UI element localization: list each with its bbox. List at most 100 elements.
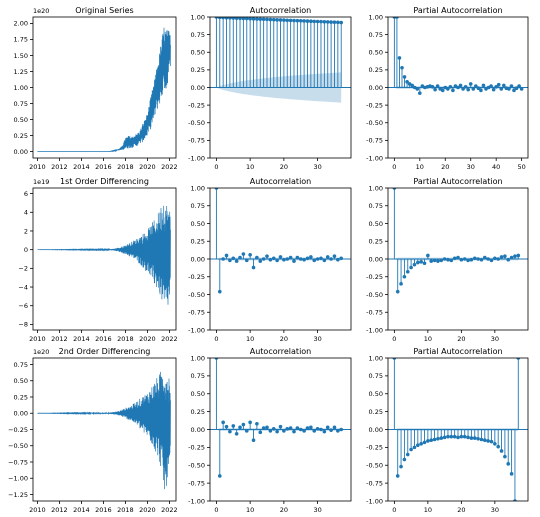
- stem-marker: [519, 87, 524, 91]
- stem-marker: [482, 438, 487, 443]
- y-tick-label: -0.50: [366, 291, 383, 299]
- y-tick-label: -1.00: [188, 326, 205, 334]
- stem-marker: [302, 257, 306, 262]
- stem-marker: [493, 256, 497, 261]
- stem-marker: [489, 84, 493, 88]
- stem-marker: [285, 426, 290, 431]
- x-tick-label: 2020: [139, 163, 156, 171]
- stem-marker: [312, 19, 317, 24]
- y-tick-label: 0.00: [191, 84, 205, 92]
- y-tick-label: -0.75: [366, 479, 383, 487]
- stem-marker: [332, 425, 337, 430]
- stem-marker: [268, 429, 273, 433]
- stem-marker: [476, 436, 480, 441]
- stem-marker: [429, 259, 434, 263]
- y-tick-label: 0.25: [369, 408, 383, 416]
- stem-marker: [241, 252, 246, 256]
- x-tick-label: 2016: [95, 163, 112, 171]
- x-tick-label: 30: [491, 506, 499, 514]
- y-tick-label: -1.00: [366, 154, 383, 162]
- y-tick-label: −1.25: [8, 491, 28, 499]
- subplot-title: Autocorrelation: [250, 177, 312, 186]
- stem-marker: [282, 18, 286, 22]
- stem-marker: [255, 17, 259, 21]
- y-tick-label: 0.00: [191, 255, 205, 263]
- x-tick-label: 2022: [161, 506, 178, 514]
- stem-marker: [395, 474, 400, 478]
- stem-marker: [493, 442, 497, 446]
- stem-marker: [496, 444, 500, 449]
- stem-marker: [241, 422, 246, 427]
- plot-area: [37, 371, 171, 490]
- stem-marker: [271, 256, 276, 261]
- stem-marker: [322, 258, 327, 263]
- stem-marker: [433, 87, 437, 92]
- stem-marker: [305, 426, 310, 430]
- stem-marker: [298, 427, 303, 432]
- x-tick-label: 0: [392, 163, 396, 171]
- y-tick-label: 0.25: [191, 66, 205, 74]
- subplot-8: Autocorrelation 0 10 20 30 -1.00 -0.75 -0.50 -0.…: [188, 347, 352, 514]
- y-tick-label: -0.50: [188, 291, 205, 299]
- stem-marker: [285, 257, 290, 261]
- stem-marker: [288, 426, 293, 430]
- stem-marker: [442, 435, 447, 440]
- y-tick-label: −1.00: [8, 475, 28, 483]
- stem-marker: [412, 445, 417, 450]
- x-tick-label: 2010: [29, 163, 46, 171]
- stem-marker: [261, 257, 266, 261]
- y-tick-label: 0: [24, 246, 28, 254]
- stem-marker: [462, 257, 467, 261]
- series-line: [37, 27, 171, 153]
- x-tick-label: 0: [392, 335, 396, 343]
- stem-marker: [282, 257, 286, 262]
- y-tick-label: 0.00: [369, 84, 383, 92]
- subplot-title: Autocorrelation: [250, 6, 312, 15]
- subplot-title: Autocorrelation: [250, 347, 312, 356]
- x-tick-label: 20: [280, 163, 288, 171]
- plot-area: [210, 17, 351, 103]
- stem-marker: [395, 289, 400, 294]
- stem-marker: [271, 17, 276, 22]
- stem-marker: [402, 274, 407, 279]
- stem-marker: [499, 87, 504, 91]
- plot-area: [210, 188, 351, 294]
- stem-marker: [305, 19, 310, 23]
- stem-marker: [255, 421, 259, 426]
- y-tick-label: 1.00: [191, 13, 205, 21]
- stem-marker: [514, 86, 519, 91]
- stem-marker: [214, 358, 219, 360]
- stem-marker: [268, 257, 273, 262]
- stem-marker: [392, 188, 397, 190]
- x-tick-label: 30: [313, 163, 321, 171]
- stem-marker: [512, 88, 516, 93]
- stem-marker: [221, 420, 225, 425]
- y-tick-label: 0.00: [14, 148, 28, 156]
- stem-marker: [399, 464, 403, 469]
- y-tick-label: -1.00: [366, 497, 383, 505]
- y-tick-label: 0.50: [191, 390, 205, 398]
- stem-marker: [474, 84, 478, 88]
- stem-marker: [463, 84, 468, 89]
- x-tick-label: 2018: [117, 163, 134, 171]
- subplot-7: 2nd Order Differencing 1e20 2010 2012 2014 20…: [8, 347, 178, 514]
- y-tick-label: 0.25: [14, 393, 28, 401]
- stem-marker: [439, 436, 444, 440]
- x-tick-label: 2020: [139, 506, 156, 514]
- y-tick-label: −4: [18, 283, 28, 291]
- stem-marker: [214, 17, 219, 19]
- stem-marker: [329, 20, 333, 24]
- stem-marker: [499, 449, 504, 453]
- stem-marker: [446, 257, 450, 262]
- stem-marker: [479, 88, 483, 93]
- x-tick-label: 40: [492, 163, 500, 171]
- stem-marker: [405, 80, 409, 84]
- stem-marker: [302, 429, 306, 433]
- x-tick-label: 30: [313, 335, 321, 343]
- stem-marker: [446, 434, 450, 439]
- stem-marker: [499, 255, 504, 259]
- axis-offset-label: 1e19: [33, 178, 49, 186]
- stem-marker: [332, 254, 337, 258]
- stem-marker: [395, 17, 399, 19]
